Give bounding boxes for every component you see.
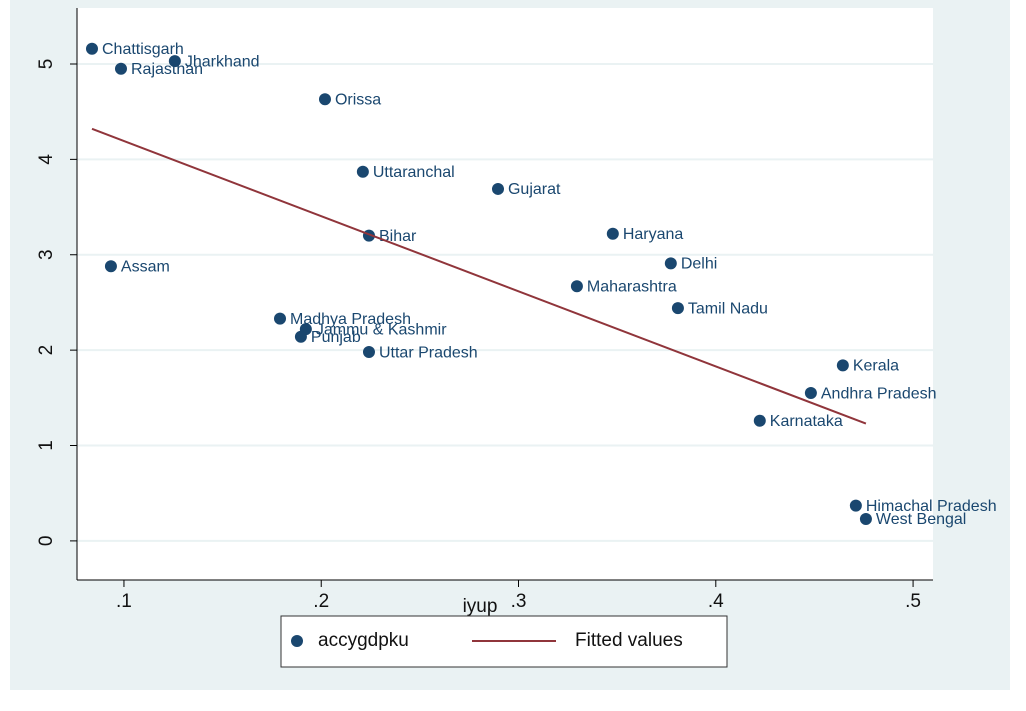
legend-label: Fitted values	[575, 630, 683, 651]
data-point	[274, 312, 287, 325]
point-label: Kerala	[853, 358, 899, 375]
point-label: Punjab	[311, 329, 361, 346]
point-label: Rajasthan	[131, 61, 203, 78]
point-label: Delhi	[681, 256, 717, 273]
data-point	[294, 330, 307, 343]
plot-area	[77, 8, 933, 580]
data-point	[318, 93, 331, 106]
legend-marker	[291, 635, 303, 647]
x-tick-label: .1	[116, 591, 132, 612]
point-label: Karnataka	[770, 413, 843, 430]
point-label: Orissa	[335, 91, 381, 108]
x-tick-label: .3	[511, 591, 527, 612]
data-point	[570, 280, 583, 293]
x-tick-label: .4	[708, 591, 724, 612]
data-point	[362, 346, 375, 359]
point-label: Madhya Pradesh	[290, 311, 411, 328]
data-point	[104, 260, 117, 273]
data-point	[836, 359, 849, 372]
data-point	[671, 302, 684, 315]
data-point	[859, 512, 872, 525]
y-tick-label: 0	[36, 536, 57, 547]
data-point	[606, 227, 619, 240]
point-label: Maharashtra	[587, 278, 677, 295]
y-tick-label: 4	[36, 154, 57, 165]
point-label: Assam	[121, 258, 170, 275]
point-label: Uttaranchal	[373, 164, 455, 181]
point-label: Uttar Pradesh	[379, 344, 478, 361]
x-tick-label: .5	[905, 591, 921, 612]
point-label: Andhra Pradesh	[821, 385, 937, 402]
data-point	[114, 62, 127, 75]
y-tick-label: 2	[36, 345, 57, 356]
data-point	[753, 414, 766, 427]
fitted-line	[91, 127, 867, 425]
point-label: Chattisgarh	[102, 41, 184, 58]
point-label: Haryana	[623, 226, 684, 243]
data-point	[491, 182, 504, 195]
x-axis-title: iyup	[463, 596, 498, 617]
point-label: Jharkhand	[185, 53, 260, 70]
y-tick-label: 1	[36, 440, 57, 451]
point-label: Bihar	[379, 228, 417, 245]
data-point	[356, 165, 369, 178]
legend-label: accygdpku	[318, 630, 409, 651]
point-label: Gujarat	[508, 181, 561, 198]
data-point	[168, 55, 181, 68]
point-label: Jammu & Kashmir	[316, 321, 447, 338]
data-point	[804, 387, 817, 400]
data-point	[849, 499, 862, 512]
y-tick-label: 3	[36, 249, 57, 260]
data-point	[85, 42, 98, 55]
point-label: West Bengal	[876, 511, 966, 528]
x-tick-label: .2	[313, 591, 329, 612]
y-tick-label: 5	[36, 59, 57, 70]
point-label: Himachal Pradesh	[866, 498, 997, 515]
point-label: Tamil Nadu	[688, 300, 768, 317]
data-point	[664, 257, 677, 270]
